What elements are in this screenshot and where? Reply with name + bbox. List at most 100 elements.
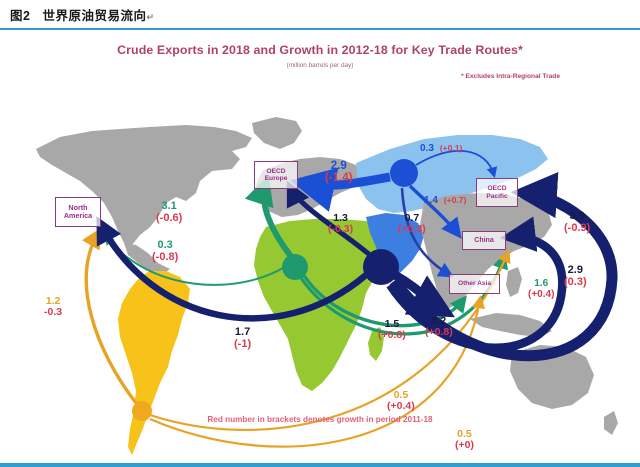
- region-label-line1: OECD: [487, 185, 507, 193]
- hub-south-america: [132, 401, 152, 421]
- landmass-central-america: [124, 243, 170, 275]
- landmass-philippines: [506, 267, 522, 297]
- region-label-oecd-europe[interactable]: OECD Europe: [254, 161, 298, 189]
- flow-value: 0.7: [404, 212, 420, 224]
- chart-footnote: Red number in brackets denotes growth in…: [207, 415, 433, 424]
- flow-value: 3.9: [569, 210, 585, 222]
- landmass-north-america: [36, 125, 252, 245]
- region-label-other-asia[interactable]: Other Asia: [449, 274, 500, 294]
- flow-value: 0.3: [420, 143, 434, 154]
- region-label-north-america[interactable]: North America: [55, 197, 101, 227]
- flow-growth: (0.3): [564, 275, 587, 288]
- flow-growth: (+0.7): [443, 195, 467, 205]
- hub-africa: [282, 254, 308, 280]
- flow-growth: (-1.4): [325, 172, 353, 185]
- flow-south-america-to-other-asia: [149, 295, 486, 448]
- flow-value: 2.9: [330, 160, 347, 172]
- region-label-china[interactable]: China: [462, 231, 506, 250]
- flow-annotation-middle-east-other-asia: 0.2 (+0.8): [425, 315, 453, 339]
- region-label-line1: North: [68, 203, 88, 213]
- flow-fsu-to-other-asia: [400, 187, 455, 278]
- header-divider: [0, 28, 640, 30]
- figure-caption-mark: ↵: [146, 12, 155, 22]
- flow-fsu-to-oecd-europe: [289, 167, 391, 212]
- flow-annotation-africa-other-asia: 1.5 (+0.8): [378, 318, 406, 342]
- flow-value: 1.4: [424, 195, 438, 206]
- flow-value: 0.3: [157, 239, 173, 251]
- flow-growth: (-1): [234, 337, 252, 350]
- flow-annotation-middle-east-oecd-pacific: 3.9 (-0.9): [564, 210, 591, 235]
- flow-south-america-to-north-america: [82, 227, 138, 405]
- flow-value: 1.7: [234, 326, 251, 338]
- hub-middle-east: [363, 249, 399, 285]
- region-label-line2: America: [63, 211, 93, 220]
- figure-header: 图2 世界原油贸易流向↵: [0, 0, 640, 30]
- flow-value: 1.2: [45, 295, 61, 307]
- region-label-line1: Other Asia: [457, 280, 492, 288]
- flow-annotation-middle-east-china: 2.9 (0.3): [564, 264, 587, 289]
- flow-annotation-south-america-north-america: 1.2 -0.3: [44, 295, 63, 319]
- world-map: [36, 117, 618, 455]
- flow-middle-east-to-oecd-europe: [286, 180, 372, 257]
- flow-africa-to-oecd-europe: [244, 175, 296, 261]
- flow-fsu-to-china: [408, 184, 462, 239]
- flow-annotation-fsu-oecd-europe: 2.9 (-1.4): [325, 160, 352, 185]
- flow-middle-east-to-north-america: [96, 216, 369, 322]
- flow-annotation-fsu-other-asia: 0.7 (+0.3): [398, 212, 426, 236]
- flow-middle-east-to-china: [386, 216, 567, 352]
- flow-value: 3.1: [161, 200, 177, 212]
- flow-value: 0.5: [393, 389, 409, 401]
- flow-annotation-africa-oecd-europe: 3.1 (-0.6): [156, 200, 183, 225]
- region-label-line1: OECD: [266, 167, 286, 175]
- flow-annotation-south-america-other-asia: 0.5 (+0): [455, 428, 474, 452]
- flow-value: 2.9: [567, 264, 583, 276]
- flow-value: 0.2: [431, 315, 447, 327]
- region-label-line2: Europe: [264, 175, 288, 182]
- flow-growth: (+0.4): [387, 400, 415, 413]
- landmass-indonesia: [470, 313, 552, 337]
- region-label-line1: China: [474, 236, 494, 244]
- flow-annotation-south-america-china: 0.5 (+0.4): [387, 389, 415, 413]
- flow-growth: (-0.3): [328, 223, 354, 236]
- chart-subtitle: (million barrels per day): [286, 62, 354, 69]
- flow-growth: (+0.3): [398, 223, 426, 236]
- landmass-fsu-russia: [356, 135, 548, 213]
- flow-middle-east-to-other-asia: [392, 271, 455, 318]
- flow-annotation-middle-east-oecd-europe: 1.3 (-0.3): [328, 212, 354, 236]
- landmass-greenland: [252, 117, 302, 149]
- flow-annotation-africa-north-america: 0.3 (-0.8): [152, 239, 179, 264]
- flow-growth: (+0): [455, 439, 474, 452]
- flow-annotation-fsu-oecd-pacific: 0.3 (+0.1): [420, 143, 463, 155]
- landmass-new-zealand: [604, 411, 618, 435]
- flow-growth: (-0.6): [156, 211, 183, 224]
- chart-exclusion-note: * Excludes Intra-Regional Trade: [461, 73, 560, 80]
- footer-divider: [0, 463, 640, 467]
- flow-value: 1.6: [534, 278, 549, 289]
- flow-growth: (+0.8): [425, 326, 453, 339]
- flow-value: 1.5: [384, 318, 400, 330]
- flow-arrows: [82, 150, 618, 448]
- flow-growth: -0.3: [44, 306, 63, 319]
- landmass-madagascar: [368, 327, 384, 361]
- flow-value: 0.5: [457, 428, 472, 440]
- flow-annotation-fsu-china: 1.4 (+0.7): [424, 195, 467, 207]
- flow-value: 1.3: [333, 212, 348, 224]
- flow-south-america-to-china: [149, 249, 511, 431]
- figure-number: 图2: [10, 9, 31, 23]
- flow-growth: (+0.4): [528, 288, 555, 300]
- flow-growth: (-0.9): [564, 221, 591, 234]
- region-label-line2: Pacific: [486, 192, 508, 200]
- chart-area: Crude Exports in 2018 and Growth in 2012…: [0, 31, 640, 461]
- figure-caption-text: 世界原油贸易流向: [42, 9, 147, 23]
- flow-growth: (+0.1): [439, 143, 463, 153]
- flow-growth: (-0.8): [152, 250, 179, 263]
- flow-annotation-africa-china: 1.6 (+0.4): [528, 278, 555, 301]
- figure-caption: 图2 世界原油贸易流向↵: [10, 5, 155, 24]
- flow-annotation-middle-east-north-america: 1.7 (-1): [234, 326, 252, 351]
- hub-fsu: [390, 159, 418, 187]
- flow-fsu-to-oecd-pacific: [415, 150, 498, 179]
- chart-title: Crude Exports in 2018 and Growth in 2012…: [117, 43, 523, 57]
- map-source-hubs: [132, 159, 418, 421]
- region-label-oecd-pacific[interactable]: OECD Pacific: [476, 178, 518, 207]
- flow-growth: (+0.8): [378, 329, 406, 342]
